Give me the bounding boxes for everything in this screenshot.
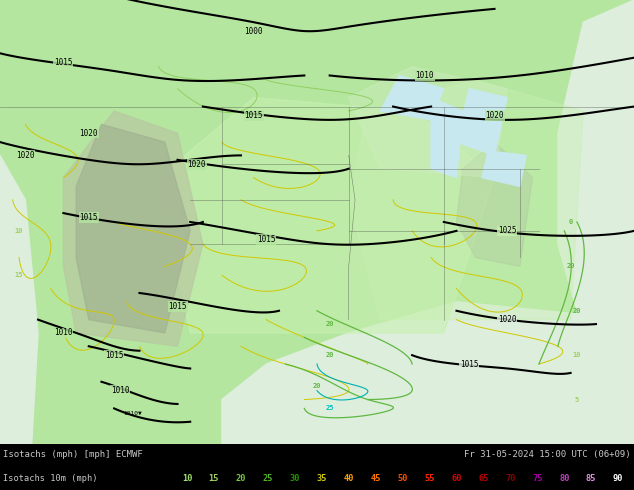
Polygon shape — [349, 80, 583, 319]
Polygon shape — [431, 98, 463, 177]
Text: 1020: 1020 — [16, 151, 35, 160]
Polygon shape — [0, 155, 38, 444]
Text: 20: 20 — [325, 321, 334, 327]
Text: 50: 50 — [398, 474, 408, 483]
Text: 70: 70 — [505, 474, 515, 483]
Text: 1000: 1000 — [244, 26, 263, 36]
Text: 1015: 1015 — [257, 235, 276, 244]
Text: 1015: 1015 — [79, 213, 98, 222]
Text: 15: 15 — [209, 474, 219, 483]
Polygon shape — [456, 89, 507, 155]
Text: 10: 10 — [573, 352, 581, 358]
Polygon shape — [63, 111, 203, 346]
Polygon shape — [380, 75, 444, 120]
Text: 20: 20 — [236, 474, 246, 483]
Text: 80: 80 — [559, 474, 569, 483]
Polygon shape — [0, 0, 634, 444]
Polygon shape — [349, 67, 507, 177]
Text: 85: 85 — [586, 474, 597, 483]
Text: 20: 20 — [566, 263, 575, 270]
Text: 30: 30 — [290, 474, 300, 483]
Text: 1020: 1020 — [187, 160, 206, 169]
Text: 60: 60 — [451, 474, 462, 483]
Text: 10: 10 — [15, 228, 23, 234]
Text: 1015: 1015 — [244, 111, 263, 120]
Text: 35: 35 — [316, 474, 327, 483]
Polygon shape — [456, 142, 533, 267]
Text: 1015: 1015 — [105, 351, 124, 360]
Text: 65: 65 — [478, 474, 489, 483]
Polygon shape — [222, 302, 634, 444]
Text: 25: 25 — [262, 474, 273, 483]
Text: 10: 10 — [182, 474, 192, 483]
Text: Isotachs (mph) [mph] ECMWF: Isotachs (mph) [mph] ECMWF — [3, 449, 143, 459]
Text: 45: 45 — [370, 474, 381, 483]
Text: 55: 55 — [424, 474, 435, 483]
Text: 40: 40 — [344, 474, 354, 483]
Text: 1025: 1025 — [498, 226, 517, 235]
Text: 0: 0 — [569, 219, 573, 225]
Polygon shape — [482, 151, 526, 187]
Text: 1015: 1015 — [54, 58, 73, 67]
Text: 20: 20 — [325, 352, 334, 358]
Text: 1010: 1010 — [54, 328, 73, 338]
Polygon shape — [76, 124, 190, 333]
Text: 1015: 1015 — [460, 360, 479, 368]
Polygon shape — [158, 98, 495, 333]
Text: 90: 90 — [613, 474, 623, 483]
Text: 75: 75 — [532, 474, 543, 483]
Text: 1010: 1010 — [111, 386, 130, 395]
Text: 1015: 1015 — [168, 302, 187, 311]
Text: 1010▼: 1010▼ — [124, 410, 143, 416]
Text: 20: 20 — [313, 383, 321, 389]
Text: 25: 25 — [325, 405, 334, 412]
Text: 15: 15 — [15, 272, 23, 278]
Text: 1020: 1020 — [498, 315, 517, 324]
Text: Fr 31-05-2024 15:00 UTC (06+09): Fr 31-05-2024 15:00 UTC (06+09) — [464, 449, 631, 459]
Text: 1020: 1020 — [79, 129, 98, 138]
Polygon shape — [558, 0, 634, 444]
Text: 1010: 1010 — [415, 71, 434, 80]
Text: Isotachs 10m (mph): Isotachs 10m (mph) — [3, 474, 98, 483]
Text: 20: 20 — [573, 308, 581, 314]
Text: 5: 5 — [575, 396, 579, 403]
Text: 1020: 1020 — [485, 111, 504, 120]
